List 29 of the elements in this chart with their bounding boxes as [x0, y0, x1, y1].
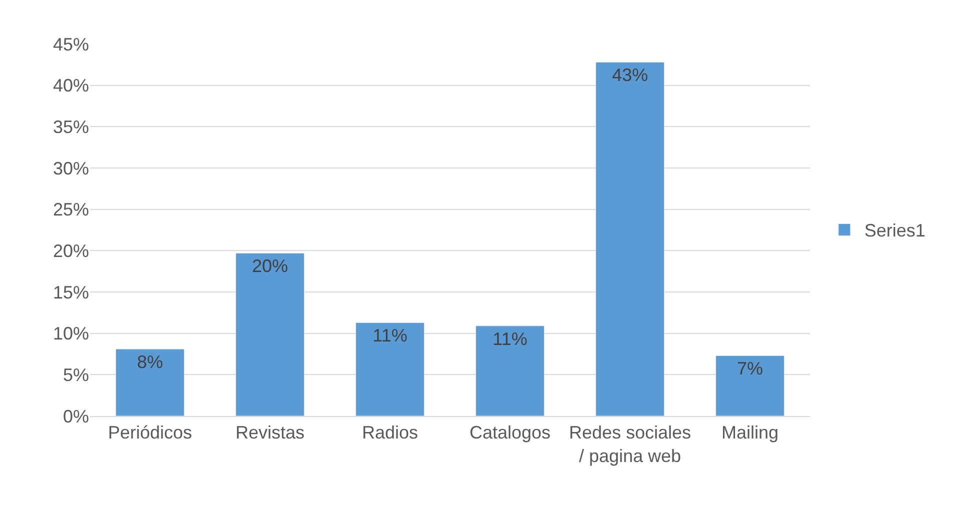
y-tick-label: 40% — [52, 76, 89, 96]
y-tick-label: 35% — [52, 116, 89, 137]
y-tick-label: 10% — [52, 324, 89, 344]
data-label: 7% — [736, 358, 764, 379]
legend-label: Series1 — [864, 220, 926, 241]
bar — [476, 326, 544, 416]
bar — [116, 348, 184, 416]
y-tick-label: 0% — [62, 406, 89, 426]
y-tick-label: 25% — [52, 200, 89, 220]
y-tick-label: 45% — [52, 34, 89, 54]
x-tick-label: Revistas — [235, 422, 305, 443]
x-tick-label: Mailing — [721, 422, 779, 443]
y-tick-label: 15% — [52, 282, 89, 302]
y-tick-label: 20% — [52, 240, 89, 261]
data-label: 43% — [612, 65, 648, 86]
data-label: 8% — [136, 352, 164, 372]
bar — [596, 62, 664, 416]
x-tick-label: Periódicos — [108, 422, 192, 443]
y-tick-label: 5% — [62, 364, 89, 385]
x-tick-label: Catalogos — [469, 422, 551, 443]
bar — [716, 355, 784, 416]
x-tick-label: Radios — [362, 422, 418, 443]
data-label: 11% — [492, 328, 528, 349]
x-tick-label: Redes sociales / pagina web — [568, 422, 692, 466]
bar — [236, 252, 304, 416]
y-tick-label: 30% — [52, 158, 89, 178]
data-label: 20% — [252, 256, 288, 276]
bar — [356, 322, 424, 416]
data-label: 11% — [372, 326, 408, 346]
